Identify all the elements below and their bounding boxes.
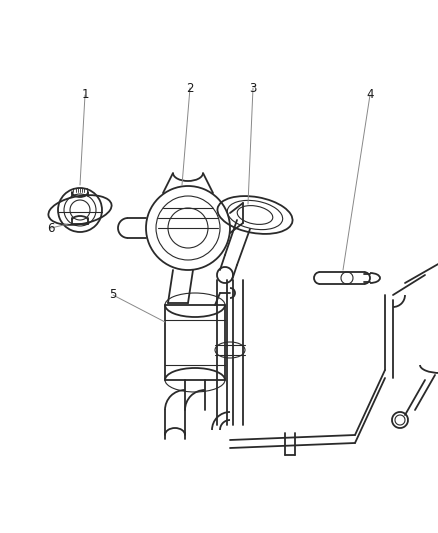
Text: 2: 2 (186, 82, 194, 94)
Text: 6: 6 (47, 222, 55, 235)
Text: 3: 3 (249, 82, 257, 94)
Text: 1: 1 (81, 88, 89, 101)
Text: 4: 4 (366, 88, 374, 101)
Text: 5: 5 (110, 288, 117, 302)
